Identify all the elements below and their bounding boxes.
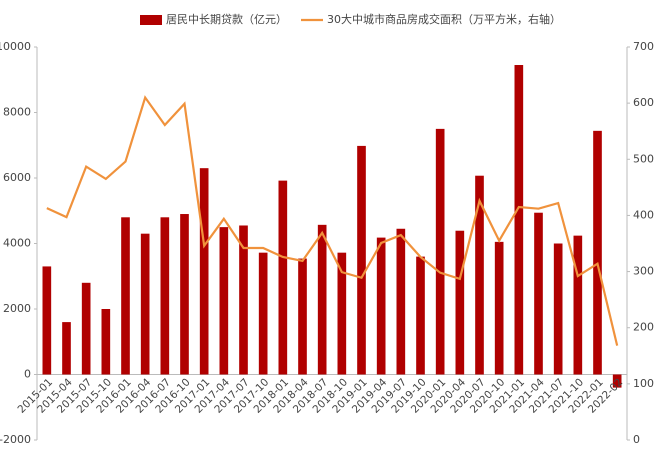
y-tick-label: 4000	[3, 237, 31, 250]
bar	[160, 217, 170, 375]
bar	[435, 128, 445, 375]
bar	[180, 214, 189, 375]
y-tick-label: 8000	[3, 106, 31, 119]
y2-tick-label: 300	[633, 265, 654, 278]
bar	[239, 225, 248, 375]
legend-label: 居民中长期贷款（亿元）	[166, 12, 287, 26]
bar	[357, 145, 366, 375]
legend-label: 30大中城市商品房成交面积（万平方米，右轴）	[327, 12, 561, 26]
legend-swatch	[140, 15, 162, 25]
bar	[514, 65, 524, 375]
y2-tick-label: 600	[633, 96, 654, 109]
bar	[42, 266, 52, 375]
bar	[62, 322, 71, 375]
y2-tick-label: 500	[633, 152, 654, 165]
bar	[376, 237, 386, 375]
y-tick-label: 6000	[3, 171, 31, 184]
bar	[612, 374, 622, 388]
bar	[553, 243, 563, 375]
bar	[101, 309, 111, 375]
bar	[337, 252, 347, 375]
bar	[455, 230, 465, 375]
line	[46, 95, 619, 346]
y-tick-label: -2000	[0, 433, 31, 446]
y2-tick-label: 0	[633, 433, 640, 446]
bar	[81, 282, 91, 375]
bar	[140, 233, 150, 375]
y-tick-label: 10000	[0, 40, 31, 53]
y2-tick-label: 700	[633, 40, 654, 53]
bar	[278, 180, 288, 375]
bar	[494, 241, 504, 375]
bar	[199, 168, 209, 375]
bar	[298, 258, 307, 375]
bar	[121, 217, 130, 375]
y2-tick-label: 200	[633, 321, 654, 334]
y-tick-label: 0	[24, 368, 31, 381]
bar	[475, 175, 484, 375]
bar	[396, 228, 406, 375]
bar	[534, 212, 543, 375]
bar	[416, 256, 425, 375]
bar	[593, 130, 602, 375]
bar	[258, 252, 268, 375]
bar	[317, 224, 327, 375]
y-tick-label: 2000	[3, 302, 31, 315]
bar	[219, 227, 229, 375]
bar	[573, 235, 583, 375]
y2-tick-label: 100	[633, 377, 654, 390]
y2-tick-label: 400	[633, 208, 654, 221]
